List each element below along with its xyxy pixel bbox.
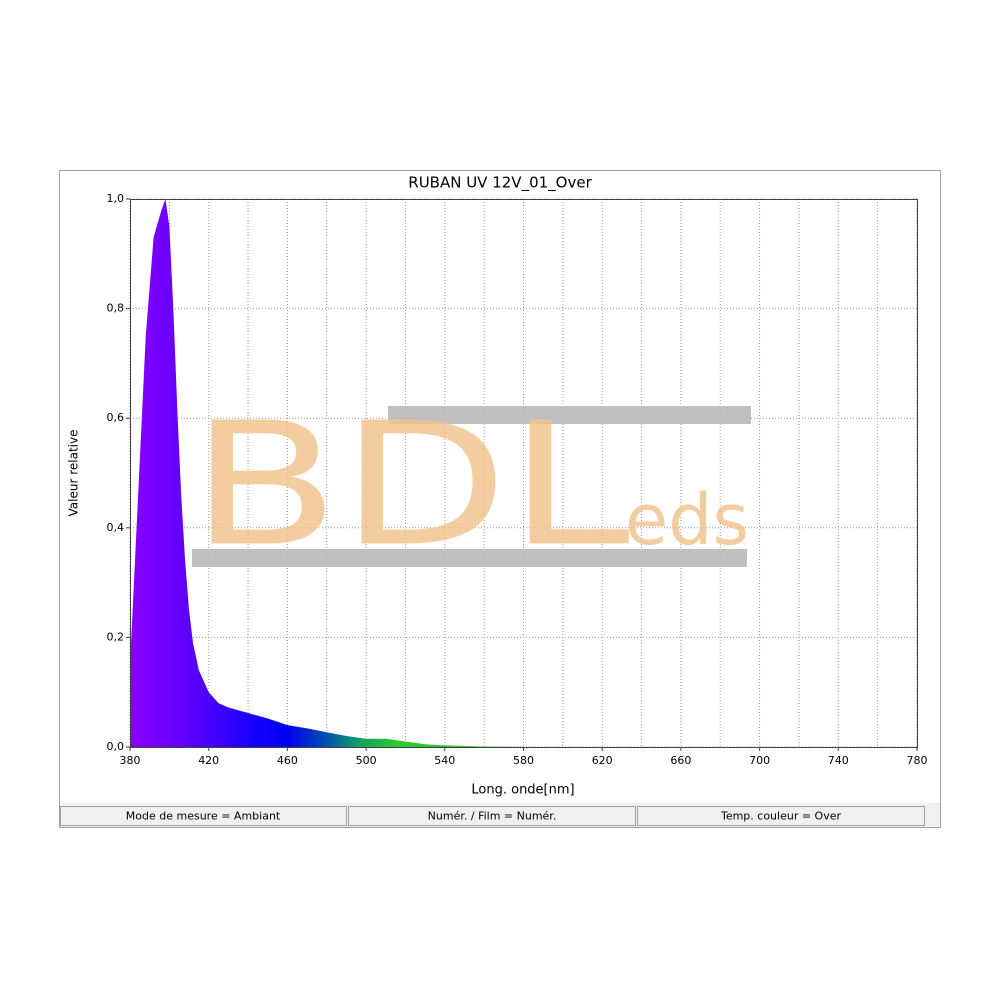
y-tick-label: 0,8 [107,302,125,315]
x-tick-label: 460 [277,754,298,767]
status-text: Numér. / Film = Numér. [428,810,557,823]
x-tick-label: 420 [198,754,219,767]
y-tick-label: 1,0 [107,192,125,205]
x-tick-label: 500 [356,754,377,767]
x-tick-label: 580 [513,754,534,767]
x-tick-label: 700 [749,754,770,767]
watermark-text: eds [625,479,749,561]
x-tick-label: 780 [907,754,928,767]
x-tick-label: 540 [434,754,455,767]
status-cell [348,806,636,826]
status-cell [60,806,347,826]
status-text: Temp. couleur = Over [720,810,842,823]
watermark-bar [192,549,747,567]
status-cell [637,806,925,826]
status-text: Mode de mesure = Ambiant [126,810,281,823]
y-tick-label: 0,0 [107,740,125,753]
watermark: BDL eds [190,386,751,584]
x-axis-label: Long. onde[nm] [471,783,574,798]
y-tick-label: 0,2 [107,630,125,643]
watermark-text: BDL [190,386,630,584]
x-tick-label: 620 [592,754,613,767]
y-tick-label: 0,4 [107,521,125,534]
x-tick-label: 660 [670,754,691,767]
plot [130,199,917,747]
spectrum-area [130,199,917,747]
x-tick-label: 380 [120,754,141,767]
x-tick-label: 740 [828,754,849,767]
chart-title: RUBAN UV 12V_01_Over [408,174,592,193]
y-axis-label: Valeur relative [67,430,81,517]
y-tick-label: 0,6 [107,411,125,424]
watermark-bar [388,406,751,424]
